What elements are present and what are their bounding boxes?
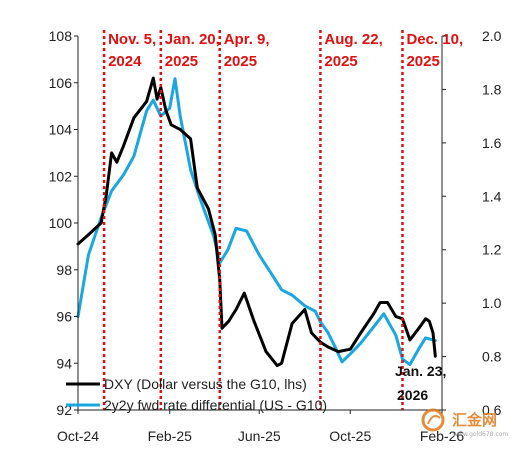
event-label-5-line2: 2025: [406, 53, 439, 70]
end-annotation-line2: 2026: [397, 387, 428, 403]
right-tick-label: 1.6: [482, 135, 502, 151]
x-tick-label: Feb-25: [148, 428, 193, 444]
right-axis-ticks: 0.6 0.8 1.0 1.2 1.4 1.6 1.8 2.0: [442, 28, 502, 418]
end-annotation: Jan. 23, 2026: [395, 363, 446, 403]
watermark-text: 汇金网: [452, 411, 497, 429]
event-label-3-line1: Apr. 9,: [224, 31, 270, 48]
x-tick-label: Oct-25: [329, 428, 371, 444]
event-label-4-line2: 2025: [324, 53, 357, 70]
legend-label-differential: 2y2y fwd rate differential (US - G10): [104, 397, 327, 413]
right-tick-label: 1.4: [482, 188, 502, 204]
right-tick-label: 1.0: [482, 295, 502, 311]
right-tick-label: 1.8: [482, 81, 502, 97]
event-label-4-line1: Aug. 22,: [324, 31, 382, 48]
legend-label-dxy: DXY (Dollar versus the G10, lhs): [104, 376, 307, 392]
event-label-2-line1: Jan. 20,: [165, 31, 220, 48]
left-tick-label: 98: [56, 262, 72, 278]
watermark-logo-swoosh: [427, 415, 441, 425]
left-tick-label: 106: [49, 75, 73, 91]
right-tick-label: 1.2: [482, 242, 502, 258]
event-label-1-line1: Nov. 5,: [108, 31, 156, 48]
left-tick-label: 102: [49, 168, 73, 184]
event-label-5-line1: Dec. 10,: [406, 31, 463, 48]
watermark: 汇金网 www.gold678.com: [421, 408, 508, 438]
series-line-dxy: [76, 76, 437, 368]
right-tick-label: 0.8: [482, 349, 502, 365]
end-annotation-line1: Jan. 23,: [395, 363, 446, 379]
x-axis-ticks: Oct-24 Feb-25 Jun-25 Oct-25 Feb-26: [57, 410, 464, 444]
right-tick-label: 2.0: [482, 28, 502, 44]
left-tick-label: 108: [49, 28, 73, 44]
event-label-1-line2: 2024: [108, 53, 142, 70]
left-tick-label: 100: [49, 215, 73, 231]
x-tick-label: Jun-25: [238, 428, 281, 444]
series-layer: [76, 76, 437, 368]
event-label-2-line2: 2025: [165, 53, 198, 70]
left-tick-label: 94: [56, 355, 72, 371]
series-line-differential: [76, 77, 437, 367]
x-tick-label: Oct-24: [57, 428, 99, 444]
event-label-3-line2: 2025: [224, 53, 257, 70]
watermark-sub: www.gold678.com: [453, 431, 508, 438]
right-tick-label: 0.6: [482, 402, 502, 418]
legend: DXY (Dollar versus the G10, lhs) 2y2y fw…: [66, 376, 327, 413]
watermark-logo-icon: [421, 408, 445, 432]
x-tick-label: Feb-26: [420, 428, 465, 444]
left-tick-label: 104: [49, 122, 73, 138]
left-tick-label: 96: [56, 309, 72, 325]
